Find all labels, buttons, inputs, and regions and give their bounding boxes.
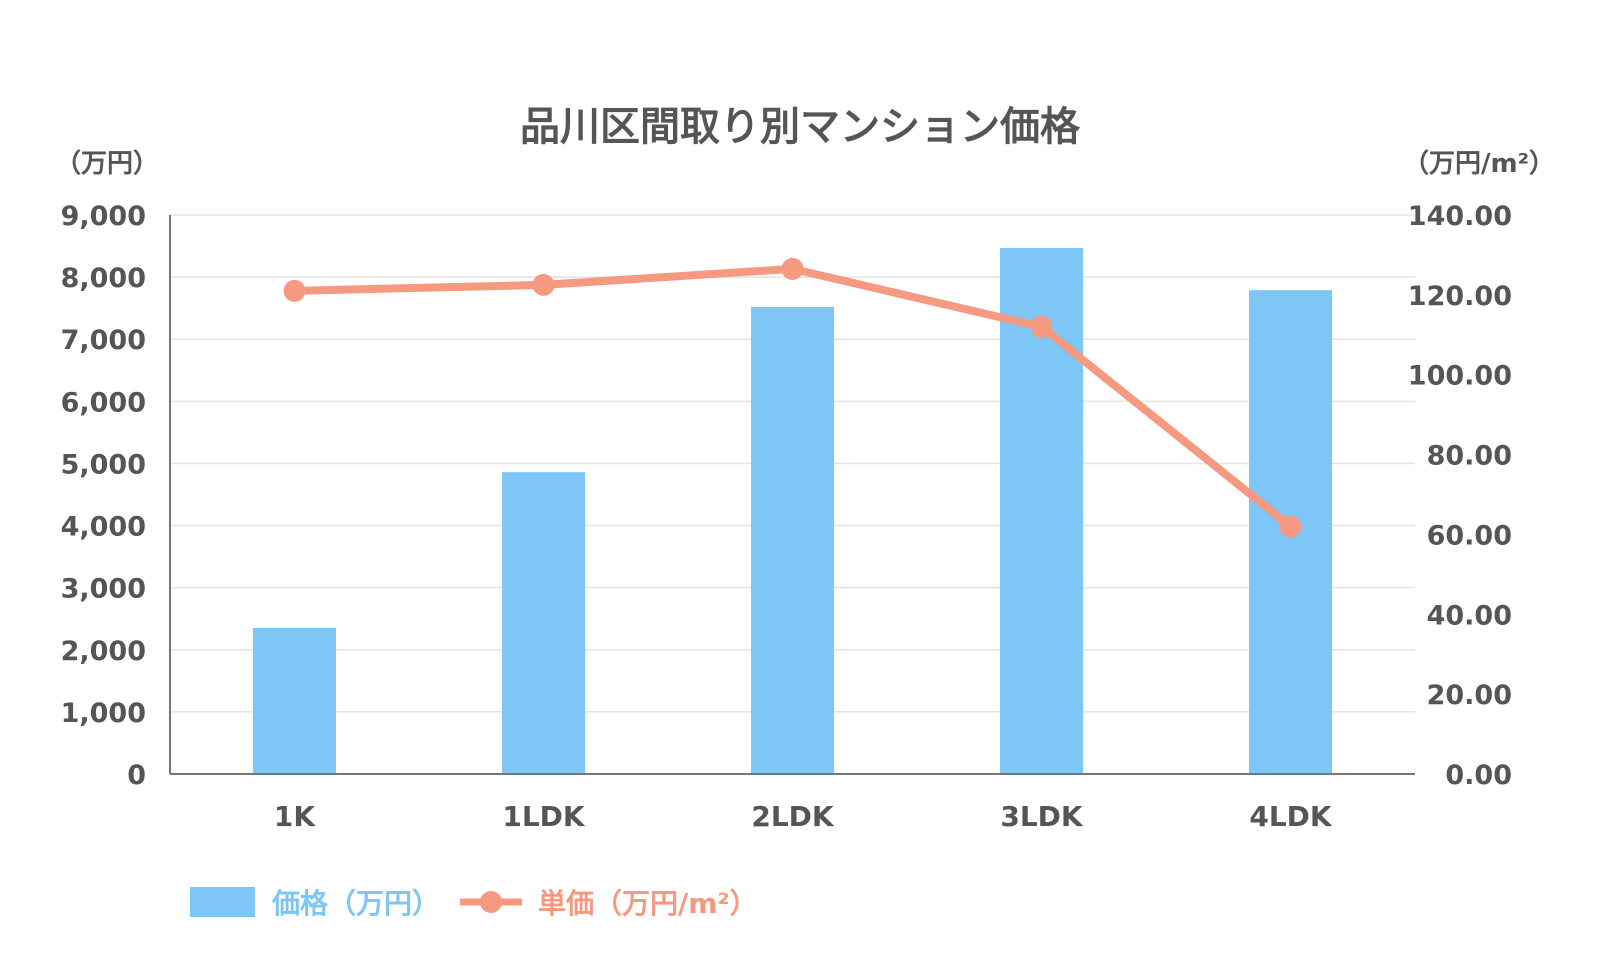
left-tick-label: 5,000 (61, 449, 146, 480)
right-tick-label: 60.00 (1427, 520, 1512, 551)
left-axis-ticks: 0 1,000 2,000 3,000 4,000 5,000 6,000 7,000 8,00… (61, 201, 146, 791)
left-tick-label: 6,000 (61, 387, 146, 418)
left-tick-label: 2,000 (61, 636, 146, 667)
bar-1k (253, 628, 336, 774)
left-tick-label: 3,000 (61, 574, 146, 605)
left-tick-label: 7,000 (61, 325, 146, 356)
bar-1ldk (502, 472, 585, 774)
right-tick-label: 20.00 (1427, 680, 1512, 711)
price-bars (253, 247, 1332, 774)
legend-swatch-price (190, 887, 255, 917)
legend-label-unit-price: 単価（万円/m²） (538, 887, 758, 920)
right-tick-label: 140.00 (1408, 201, 1512, 232)
category-label: 3LDK (1000, 800, 1084, 833)
left-tick-label: 0 (127, 760, 146, 791)
legend-swatch-unit-price-marker (480, 891, 502, 913)
unit-price-point-4ldk (1279, 515, 1302, 538)
right-tick-label: 100.00 (1408, 361, 1512, 392)
right-axis-ticks: 0.00 20.00 40.00 60.00 80.00 100.00 120.00 140.… (1408, 201, 1512, 791)
category-label: 1LDK (502, 800, 586, 833)
left-tick-label: 9,000 (61, 201, 146, 232)
category-label: 4LDK (1249, 800, 1333, 833)
right-tick-label: 80.00 (1427, 441, 1512, 472)
unit-price-line (283, 257, 1302, 538)
right-tick-label: 0.00 (1445, 760, 1512, 791)
right-tick-label: 120.00 (1408, 281, 1512, 312)
left-axis-unit: （万円） (55, 149, 159, 179)
category-label: 1K (274, 800, 316, 833)
left-tick-label: 1,000 (61, 698, 146, 729)
unit-price-point-3ldk (1030, 315, 1053, 338)
unit-price-point-2ldk (781, 257, 804, 280)
category-label: 2LDK (751, 800, 835, 833)
category-labels: 1K 1LDK 2LDK 3LDK 4LDK (274, 800, 1333, 833)
chart-title: 品川区間取り別マンション価格 (520, 104, 1081, 150)
axes (169, 215, 1415, 775)
right-axis-unit: （万円/m²） (1403, 149, 1555, 179)
bar-2ldk (751, 306, 834, 774)
left-tick-label: 8,000 (61, 263, 146, 294)
legend-label-price: 価格（万円） (271, 887, 440, 920)
left-tick-label: 4,000 (61, 512, 146, 543)
right-tick-label: 40.00 (1427, 600, 1512, 631)
unit-price-point-1k (283, 279, 306, 302)
legend: 価格（万円） 単価（万円/m²） (190, 887, 758, 920)
unit-price-point-1ldk (532, 273, 555, 296)
